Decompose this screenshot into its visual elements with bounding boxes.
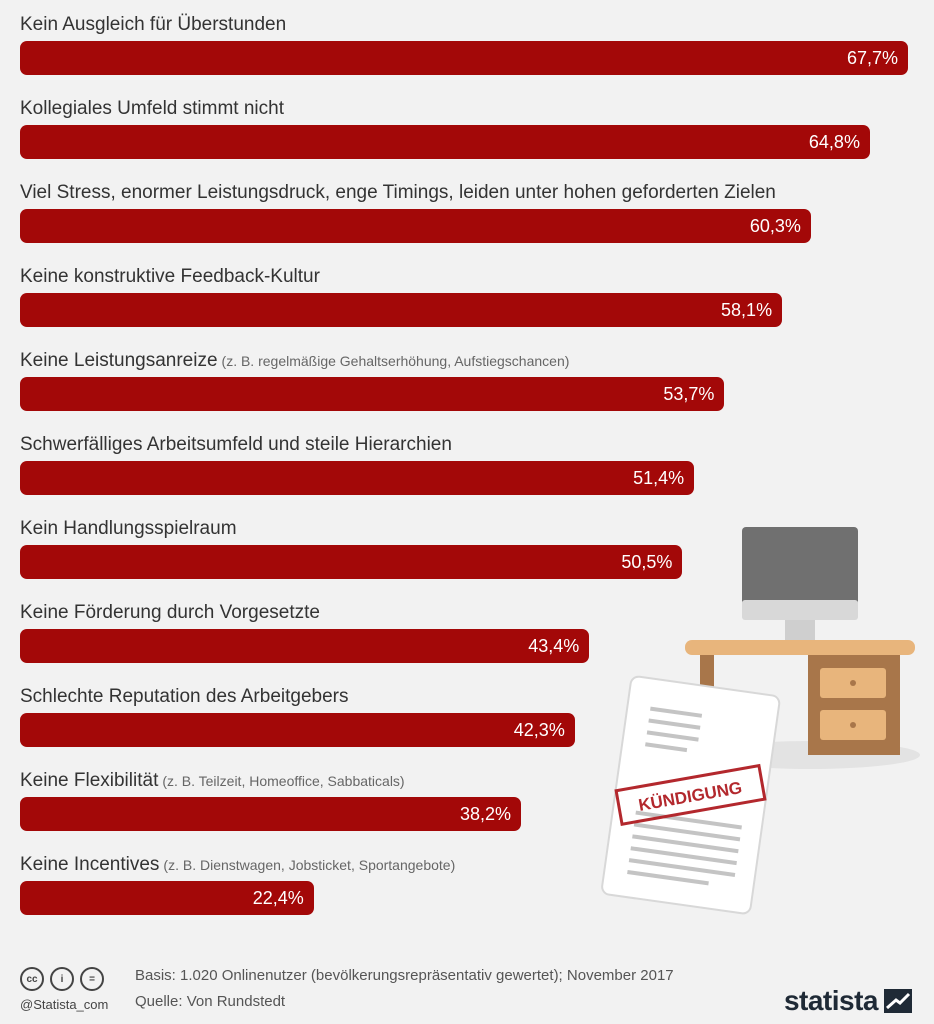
category-subtitle: (z. B. Teilzeit, Homeoffice, Sabbaticals…	[162, 773, 405, 789]
letter-paper	[601, 675, 781, 915]
logo-icon	[884, 989, 912, 1013]
category-name: Keine Incentives	[20, 854, 160, 875]
bar: 51,4%	[20, 461, 695, 495]
resignation-letter	[601, 675, 781, 915]
bar-value-label: 64,8%	[808, 132, 860, 152]
category-name: Keine konstruktive Feedback-Kultur	[20, 266, 320, 287]
stamp-border	[614, 763, 767, 826]
basis-note: Basis: 1.020 Onlinenutzer (bevölkerungsr…	[135, 967, 674, 984]
category-name: Keine Leistungsanreize	[20, 350, 218, 371]
cc-icon: cc	[20, 967, 44, 991]
category-name: Kein Handlungsspielraum	[20, 518, 237, 539]
monitor-screen	[742, 527, 858, 605]
bar: 50,5%	[20, 545, 683, 579]
horizontal-bar-chart: Kein Ausgleich für Überstunden 67,7% Kolle…	[20, 14, 908, 915]
category-label: Kein Handlungsspielraum	[20, 518, 237, 540]
bar: 53,7%	[20, 377, 725, 411]
bar: 22,4%	[20, 881, 314, 915]
resignation-illustration: KÜNDIGUNG	[601, 527, 920, 915]
bar: 42,3%	[20, 713, 575, 747]
bar-value-label: 38,2%	[460, 804, 512, 824]
category-label: Keine Incentives (z. B. Dienstwagen, Jobs…	[20, 854, 455, 876]
category-subtitle: (z. B. regelmäßige Gehaltserhöhung, Aufs…	[221, 353, 570, 369]
source-note: Quelle: Von Rundstedt	[135, 993, 286, 1010]
bar: 38,2%	[20, 797, 522, 831]
drawer-knob	[850, 680, 856, 686]
bar-value-label: 53,7%	[663, 384, 715, 404]
bar-value-label: 50,5%	[621, 552, 673, 572]
category-label: Keine Flexibilität (z. B. Teilzeit, Homeo…	[20, 770, 405, 792]
bar: 43,4%	[20, 629, 590, 663]
drawer-knob	[850, 722, 856, 728]
category-name: Kollegiales Umfeld stimmt nicht	[20, 98, 284, 119]
bar-value-label: 58,1%	[721, 300, 773, 320]
license-icons: cc i =	[20, 967, 104, 991]
category-name: Viel Stress, enormer Leistungsdruck, eng…	[20, 182, 776, 203]
category-label: Keine Förderung durch Vorgesetzte	[20, 602, 320, 624]
logo-text: statista	[783, 985, 879, 1016]
bar-value-label: 42,3%	[513, 720, 565, 740]
category-name: Schwerfälliges Arbeitsumfeld und steile …	[20, 434, 452, 455]
monitor-bezel	[742, 600, 858, 620]
category-label: Schwerfälliges Arbeitsumfeld und steile …	[20, 434, 452, 456]
bar-value-label: 67,7%	[846, 48, 898, 68]
desk-top	[685, 640, 915, 655]
statista-handle: @Statista_com	[20, 997, 109, 1012]
category-name: Schlechte Reputation des Arbeitgebers	[20, 686, 349, 707]
category-label: Kein Ausgleich für Überstunden	[20, 14, 286, 36]
bar-value-label: 51,4%	[633, 468, 685, 488]
bar: 58,1%	[20, 293, 783, 327]
bar: 64,8%	[20, 125, 870, 159]
bar-value-label: 60,3%	[749, 216, 801, 236]
by-icon: i	[50, 967, 74, 991]
nd-icon: =	[80, 967, 104, 991]
letter-lines	[627, 706, 742, 886]
category-label: Viel Stress, enormer Leistungsdruck, eng…	[20, 182, 776, 204]
bar: 67,7%	[20, 41, 908, 75]
footer: cc i = @Statista_com Basis: 1.020 Online…	[0, 955, 934, 1024]
statista-logo[interactable]: statista	[784, 985, 912, 1017]
bar-value-label: 22,4%	[252, 888, 304, 908]
category-label: Keine Leistungsanreize (z. B. regelmäßige…	[20, 350, 569, 372]
category-label: Schlechte Reputation des Arbeitgebers	[20, 686, 349, 708]
bar-value-label: 43,4%	[528, 636, 580, 656]
category-subtitle: (z. B. Dienstwagen, Jobsticket, Sportang…	[163, 857, 456, 873]
category-name: Kein Ausgleich für Überstunden	[20, 14, 287, 35]
bar: 60,3%	[20, 209, 811, 243]
category-label: Keine konstruktive Feedback-Kultur	[20, 266, 320, 288]
category-label: Kollegiales Umfeld stimmt nicht	[20, 98, 284, 120]
category-name: Keine Flexibilität	[20, 770, 159, 791]
category-name: Keine Förderung durch Vorgesetzte	[20, 602, 320, 623]
